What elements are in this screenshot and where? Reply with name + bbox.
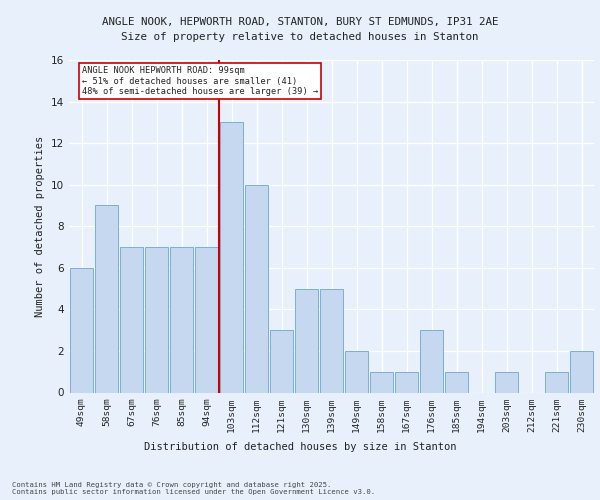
Text: Distribution of detached houses by size in Stanton: Distribution of detached houses by size … bbox=[144, 442, 456, 452]
Text: ANGLE NOOK HEPWORTH ROAD: 99sqm
← 51% of detached houses are smaller (41)
48% of: ANGLE NOOK HEPWORTH ROAD: 99sqm ← 51% of… bbox=[82, 66, 318, 96]
Bar bbox=[295, 288, 318, 393]
Bar bbox=[145, 247, 168, 392]
Y-axis label: Number of detached properties: Number of detached properties bbox=[35, 136, 46, 317]
Bar bbox=[420, 330, 443, 392]
Bar bbox=[495, 372, 518, 392]
Bar bbox=[195, 247, 218, 392]
Bar bbox=[570, 351, 593, 393]
Text: Contains HM Land Registry data © Crown copyright and database right 2025.
Contai: Contains HM Land Registry data © Crown c… bbox=[12, 482, 375, 495]
Bar bbox=[370, 372, 393, 392]
Text: ANGLE NOOK, HEPWORTH ROAD, STANTON, BURY ST EDMUNDS, IP31 2AE: ANGLE NOOK, HEPWORTH ROAD, STANTON, BURY… bbox=[102, 18, 498, 28]
Bar bbox=[320, 288, 343, 393]
Bar bbox=[345, 351, 368, 393]
Bar bbox=[70, 268, 93, 392]
Text: Size of property relative to detached houses in Stanton: Size of property relative to detached ho… bbox=[121, 32, 479, 42]
Bar bbox=[120, 247, 143, 392]
Bar bbox=[545, 372, 568, 392]
Bar bbox=[245, 184, 268, 392]
Bar bbox=[270, 330, 293, 392]
Bar bbox=[220, 122, 243, 392]
Bar bbox=[395, 372, 418, 392]
Bar bbox=[170, 247, 193, 392]
Bar bbox=[445, 372, 468, 392]
Bar bbox=[95, 206, 118, 392]
